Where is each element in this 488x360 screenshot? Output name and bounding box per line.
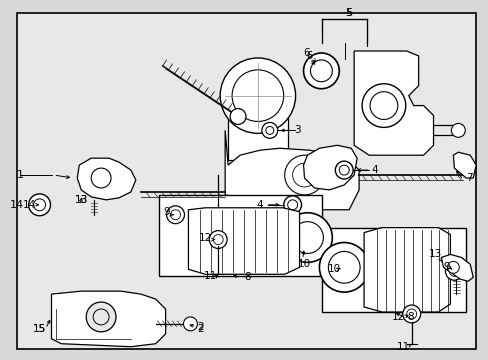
- Polygon shape: [51, 291, 165, 347]
- Circle shape: [209, 231, 226, 248]
- Text: 9: 9: [442, 262, 449, 272]
- Circle shape: [170, 210, 180, 220]
- Text: 12: 12: [391, 312, 405, 322]
- Circle shape: [339, 165, 348, 175]
- Circle shape: [448, 266, 458, 276]
- Polygon shape: [441, 255, 472, 281]
- Circle shape: [335, 161, 352, 179]
- Text: 4: 4: [371, 165, 378, 175]
- Circle shape: [166, 206, 184, 224]
- Text: 15: 15: [33, 324, 46, 334]
- Polygon shape: [224, 130, 358, 210]
- Circle shape: [91, 168, 111, 188]
- Text: 13: 13: [75, 195, 88, 205]
- Circle shape: [402, 305, 420, 323]
- Circle shape: [303, 53, 339, 89]
- Circle shape: [34, 199, 45, 211]
- Bar: [228, 111, 287, 160]
- Circle shape: [284, 155, 324, 195]
- Circle shape: [369, 92, 397, 120]
- Circle shape: [310, 60, 332, 82]
- Circle shape: [232, 70, 283, 121]
- Text: 13: 13: [75, 195, 88, 205]
- Circle shape: [213, 235, 223, 244]
- Polygon shape: [77, 158, 136, 200]
- Text: 10: 10: [297, 259, 310, 269]
- Circle shape: [262, 122, 277, 138]
- Polygon shape: [303, 145, 356, 190]
- Text: 10: 10: [327, 264, 340, 274]
- Text: 15: 15: [33, 324, 46, 334]
- Text: 6: 6: [306, 51, 312, 61]
- Circle shape: [445, 262, 462, 280]
- Circle shape: [282, 213, 332, 262]
- Circle shape: [327, 251, 359, 283]
- Circle shape: [447, 261, 458, 273]
- Circle shape: [450, 123, 464, 137]
- Text: 13: 13: [428, 249, 441, 260]
- Text: 1: 1: [17, 170, 24, 180]
- Circle shape: [291, 222, 323, 253]
- Polygon shape: [188, 208, 299, 274]
- Text: 12: 12: [198, 233, 211, 243]
- Text: 14: 14: [23, 200, 36, 210]
- Text: 14: 14: [10, 200, 24, 210]
- Circle shape: [283, 196, 301, 214]
- Text: 9: 9: [163, 207, 169, 217]
- Text: 2: 2: [197, 324, 203, 334]
- Bar: [158, 195, 322, 276]
- Circle shape: [86, 302, 116, 332]
- Circle shape: [230, 109, 245, 125]
- Bar: [322, 228, 466, 312]
- Circle shape: [29, 194, 50, 216]
- Polygon shape: [452, 152, 475, 178]
- Text: 8: 8: [244, 272, 251, 282]
- Circle shape: [93, 309, 109, 325]
- Text: 7: 7: [465, 173, 471, 183]
- Text: 8: 8: [407, 312, 413, 322]
- Text: 11: 11: [203, 271, 217, 281]
- Text: 5: 5: [346, 8, 351, 18]
- Circle shape: [183, 317, 197, 331]
- Circle shape: [361, 84, 405, 127]
- Circle shape: [292, 163, 316, 187]
- Circle shape: [287, 200, 297, 210]
- Circle shape: [406, 309, 416, 319]
- Text: 6: 6: [303, 48, 309, 58]
- Text: 11: 11: [396, 342, 409, 352]
- Text: 5: 5: [344, 8, 351, 18]
- Circle shape: [265, 126, 273, 134]
- Circle shape: [319, 243, 368, 292]
- Circle shape: [220, 58, 295, 133]
- Polygon shape: [364, 228, 449, 312]
- Text: 2: 2: [197, 322, 203, 332]
- Polygon shape: [353, 51, 433, 155]
- Text: 3: 3: [294, 125, 300, 135]
- Text: 4: 4: [256, 200, 263, 210]
